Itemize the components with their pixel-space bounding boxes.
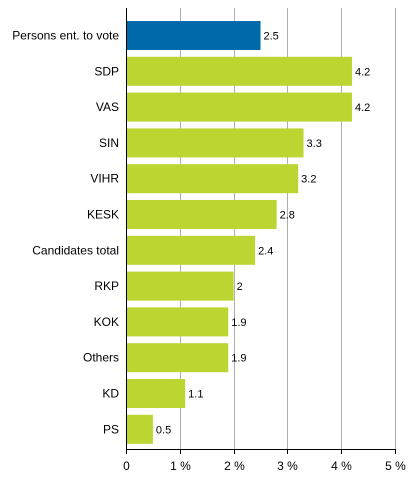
bar	[126, 92, 352, 122]
data-label: 1.9	[231, 317, 246, 329]
x-tick-label: 0	[123, 459, 130, 473]
bar	[126, 379, 186, 408]
data-label: 1.9	[231, 353, 246, 365]
data-label: 3.2	[301, 174, 316, 186]
category-label: PS	[103, 422, 119, 436]
bar	[126, 200, 277, 229]
data-label: 1.1	[188, 389, 203, 401]
data-label: 2.5	[264, 31, 279, 43]
category-label: SIN	[99, 136, 119, 150]
bar	[126, 56, 352, 86]
x-axis: 0 1 % 2 % 3 % 4 % 5 %	[123, 8, 406, 473]
data-label: 3.3	[307, 138, 322, 150]
bar	[126, 307, 229, 337]
category-label: VIHR	[90, 172, 119, 186]
bar	[126, 128, 304, 158]
category-label: Candidates total	[32, 243, 119, 257]
x-tick-label: 4 %	[331, 459, 352, 473]
category-label: KD	[102, 387, 119, 401]
data-label: 2.4	[258, 245, 273, 257]
category-label: RKP	[94, 279, 119, 293]
x-tick-label: 2 %	[224, 459, 245, 473]
bar	[126, 414, 153, 444]
bar	[126, 271, 234, 301]
category-label: KESK	[87, 208, 119, 222]
category-labels: Persons ent. to vote SDP VAS SIN VIHR KESK Can…	[12, 29, 119, 437]
data-label: 4.2	[355, 102, 370, 114]
data-label: 2.8	[280, 210, 295, 222]
data-label: 2	[237, 281, 243, 293]
bars	[126, 21, 352, 444]
x-tick-label: 1 %	[170, 459, 191, 473]
category-label: VAS	[96, 100, 119, 114]
bar	[126, 343, 229, 373]
data-label: 4.2	[355, 66, 370, 78]
x-tick-label: 3 %	[277, 459, 298, 473]
bar	[126, 164, 299, 194]
data-labels: 2.5 4.2 4.2 3.3 3.2 2.8 2.4 2 1.9 1.9 1.1 0.5	[156, 31, 370, 437]
category-label: Persons ent. to vote	[12, 29, 119, 43]
data-label: 0.5	[156, 424, 171, 436]
bar	[126, 21, 261, 50]
bar	[126, 235, 256, 265]
category-label: KOK	[94, 315, 119, 329]
category-label: SDP	[94, 64, 119, 78]
x-tick-label: 5 %	[385, 459, 406, 473]
category-label: Others	[83, 351, 119, 365]
